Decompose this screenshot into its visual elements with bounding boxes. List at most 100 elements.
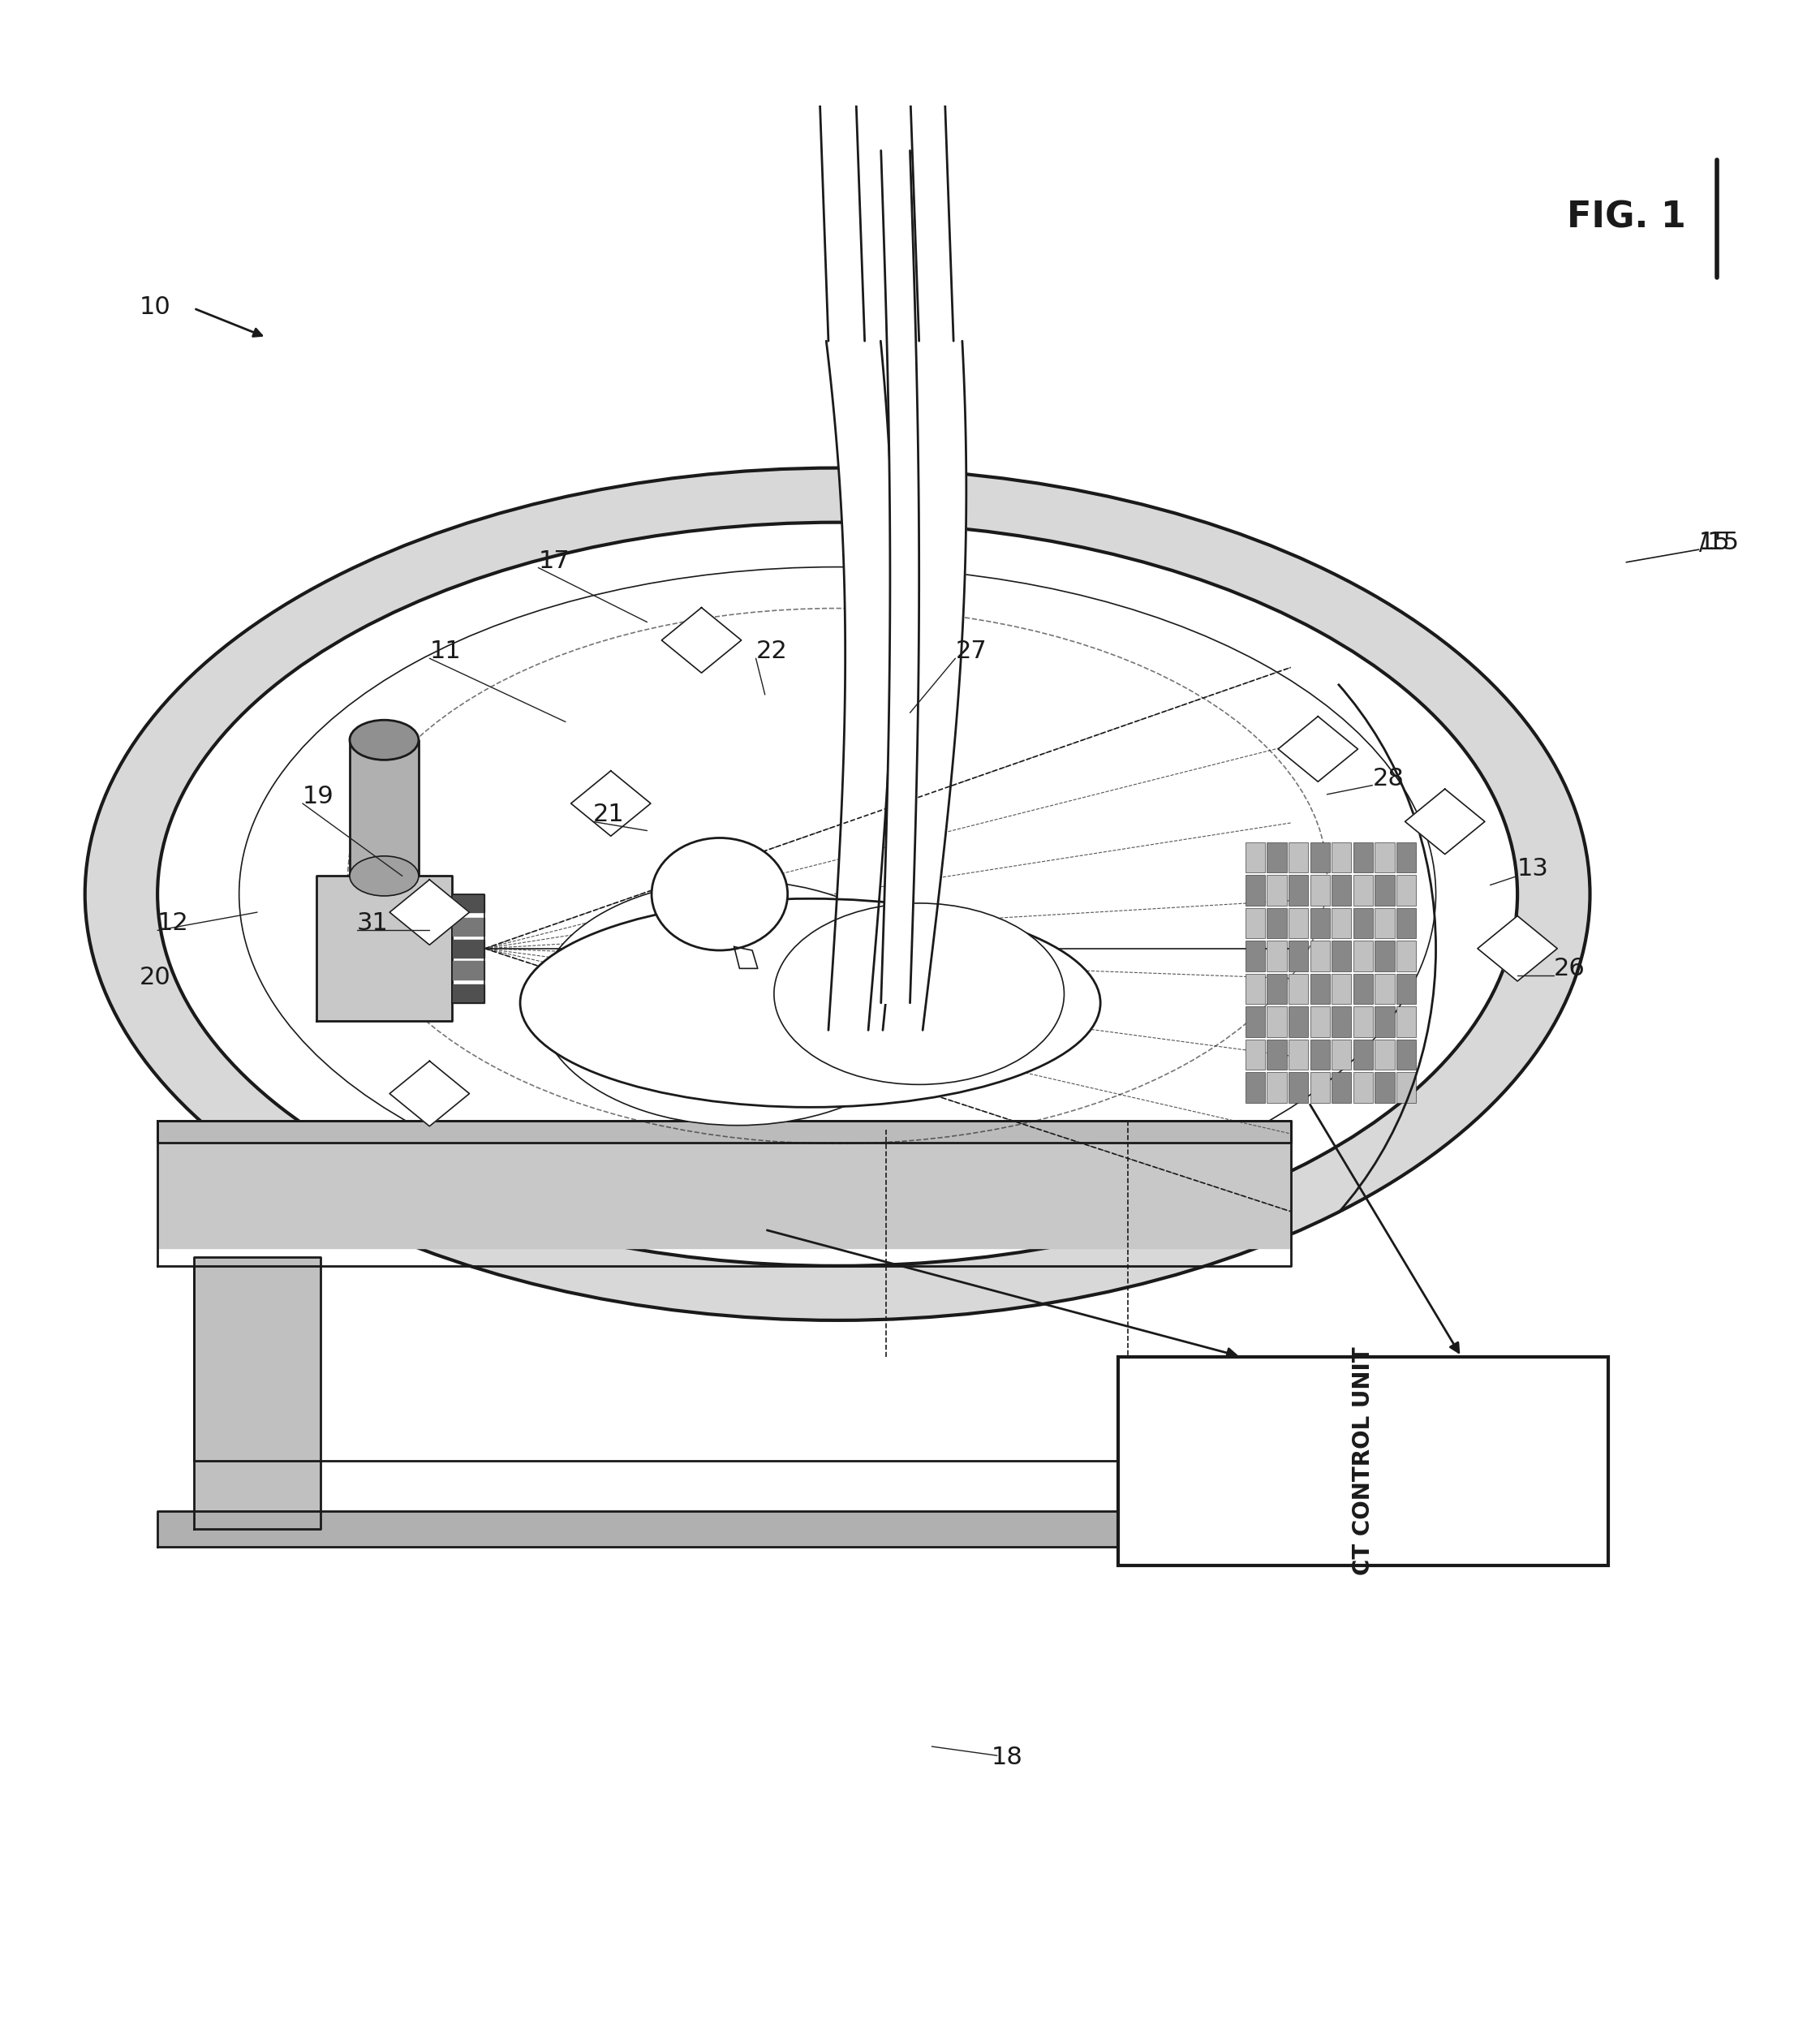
Bar [1310, 1040, 1330, 1071]
Bar [1289, 974, 1309, 1004]
Polygon shape [1278, 716, 1358, 781]
Polygon shape [895, 24, 954, 97]
Bar [1332, 1006, 1352, 1036]
Bar [1374, 874, 1394, 905]
Bar [1396, 842, 1416, 872]
Bar [1352, 909, 1372, 939]
Bar [1289, 941, 1309, 972]
Polygon shape [158, 1140, 1290, 1247]
Ellipse shape [349, 721, 419, 759]
Polygon shape [158, 1510, 1136, 1546]
Text: 11: 11 [430, 640, 460, 664]
Bar [1374, 842, 1394, 872]
Ellipse shape [521, 899, 1101, 1107]
Bar [1374, 909, 1394, 939]
Bar [1245, 941, 1265, 972]
Bar [1396, 1006, 1416, 1036]
Text: 19: 19 [302, 785, 335, 808]
Polygon shape [451, 895, 484, 913]
Bar [1374, 1040, 1394, 1071]
Text: 15: 15 [1698, 530, 1731, 555]
Bar [1310, 842, 1330, 872]
Bar [1289, 874, 1309, 905]
Bar [1245, 974, 1265, 1004]
Bar [1245, 1040, 1265, 1071]
Text: 28: 28 [1372, 767, 1403, 789]
Text: 12: 12 [158, 911, 189, 935]
Bar [1310, 974, 1330, 1004]
Ellipse shape [774, 903, 1065, 1085]
Bar [1396, 909, 1416, 939]
Text: /15: /15 [1698, 530, 1738, 555]
Bar [1267, 909, 1287, 939]
Text: 21: 21 [593, 804, 624, 826]
Bar [1245, 1006, 1265, 1036]
Polygon shape [571, 771, 652, 836]
Ellipse shape [652, 838, 788, 951]
Bar [1352, 1006, 1372, 1036]
Ellipse shape [158, 522, 1518, 1265]
Polygon shape [779, 24, 828, 97]
Bar [1289, 909, 1309, 939]
Bar [1352, 941, 1372, 972]
Text: 13: 13 [1518, 858, 1549, 880]
Text: 27: 27 [956, 640, 986, 664]
Text: 26: 26 [1554, 957, 1585, 980]
Polygon shape [389, 1061, 470, 1125]
Text: 18: 18 [992, 1747, 1023, 1769]
Bar [1267, 1040, 1287, 1071]
Bar [1245, 909, 1265, 939]
Bar [1352, 842, 1372, 872]
Bar [1396, 974, 1416, 1004]
Text: 17: 17 [539, 549, 570, 573]
Bar [1332, 842, 1352, 872]
Polygon shape [158, 1121, 1290, 1144]
Bar [1310, 874, 1330, 905]
Bar [1267, 1006, 1287, 1036]
Bar [1332, 874, 1352, 905]
Bar [1332, 974, 1352, 1004]
Bar [1396, 941, 1416, 972]
Bar [1267, 874, 1287, 905]
Bar [1245, 874, 1265, 905]
Bar [1352, 874, 1372, 905]
Polygon shape [733, 947, 757, 967]
Bar [1245, 842, 1265, 872]
Text: 20: 20 [140, 965, 171, 990]
Bar [1289, 1073, 1309, 1103]
Bar [1374, 941, 1394, 972]
Bar [1310, 1073, 1330, 1103]
Polygon shape [1405, 789, 1485, 854]
Polygon shape [662, 607, 741, 672]
Polygon shape [451, 961, 484, 980]
Text: FIG. 1: FIG. 1 [1567, 200, 1685, 235]
Polygon shape [1478, 917, 1558, 982]
Polygon shape [451, 939, 484, 957]
Bar [1267, 842, 1287, 872]
Text: CT CONTROL UNIT: CT CONTROL UNIT [1352, 1346, 1374, 1575]
Bar [1332, 941, 1352, 972]
Bar [1332, 909, 1352, 939]
Ellipse shape [86, 468, 1591, 1320]
Bar [1119, 1356, 1609, 1565]
Bar [1310, 1006, 1330, 1036]
Bar [1332, 1040, 1352, 1071]
Bar [1267, 1073, 1287, 1103]
Bar [1289, 842, 1309, 872]
Polygon shape [317, 876, 451, 1020]
Polygon shape [389, 880, 470, 945]
Bar [1289, 1040, 1309, 1071]
Bar [1352, 1040, 1372, 1071]
Bar [1374, 974, 1394, 1004]
Polygon shape [451, 917, 484, 935]
Bar [1374, 1073, 1394, 1103]
Bar [1245, 1073, 1265, 1103]
Bar [1396, 1040, 1416, 1071]
Text: 22: 22 [755, 640, 788, 664]
Bar [1352, 974, 1372, 1004]
Bar [1310, 909, 1330, 939]
Text: 10: 10 [140, 296, 171, 318]
Bar [1267, 974, 1287, 1004]
Polygon shape [349, 741, 419, 876]
Bar [1352, 1073, 1372, 1103]
